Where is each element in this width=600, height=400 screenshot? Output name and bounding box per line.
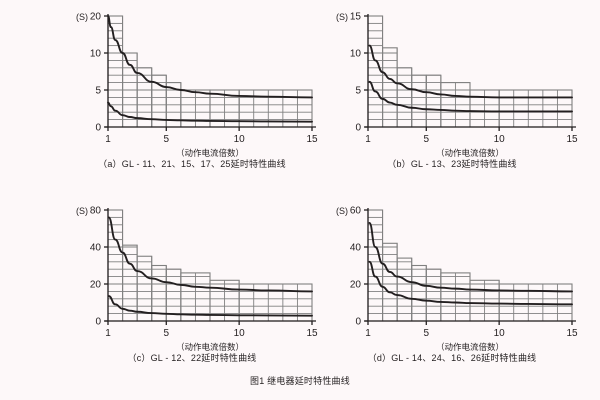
x-axis-title: （动作电流倍数） (436, 342, 504, 351)
x-tick-label: 1 (105, 134, 111, 145)
x-tick-label: 15 (306, 328, 318, 339)
characteristic-curve (368, 80, 573, 113)
x-tick-label: 10 (234, 328, 246, 339)
x-tick-label: 15 (566, 134, 578, 145)
y-tick-label: 20 (350, 280, 362, 291)
y-axis-unit-label: (S) (76, 206, 88, 216)
vertical-gridlines (122, 16, 298, 127)
vertical-gridlines (122, 210, 298, 321)
characteristic-curve (107, 15, 313, 99)
panel-caption-c: （c）GL - 12、22延时特性曲线 (127, 353, 257, 363)
y-tick-label: 10 (350, 49, 362, 60)
x-axis-title: （动作电流倍数） (176, 342, 244, 351)
y-tick-label: 10 (90, 49, 102, 60)
x-tick-label: 1 (365, 328, 371, 339)
x-tick-label: 5 (424, 134, 430, 145)
step-band (498, 283, 573, 322)
curve-group (368, 222, 573, 306)
step-band (498, 89, 573, 128)
vertical-gridlines (382, 210, 558, 321)
characteristic-curve (368, 260, 573, 306)
step-band (367, 209, 384, 322)
characteristic-curve (107, 216, 313, 293)
y-tick-label: 5 (355, 86, 361, 97)
characteristic-curve (368, 44, 573, 99)
step-band (411, 264, 427, 322)
x-tick-label: 15 (566, 328, 578, 339)
step-band (396, 257, 413, 322)
y-tick-label: 5 (95, 86, 101, 97)
x-tick-label: 1 (105, 328, 111, 339)
y-axis-ticks: 0 5 10 15 (350, 12, 368, 134)
x-axis-ticks: 1 5 10 15 (105, 321, 318, 339)
characteristic-curve (368, 222, 573, 293)
y-tick-label: 60 (350, 206, 362, 217)
y-tick-label: 15 (350, 12, 362, 23)
x-tick-label: 1 (365, 134, 371, 145)
y-tick-label: 20 (90, 280, 102, 291)
x-tick-label: 10 (234, 134, 246, 145)
characteristic-curve (107, 101, 313, 123)
x-axis-ticks: 1 5 10 15 (365, 321, 578, 339)
x-tick-label: 15 (306, 134, 318, 145)
y-tick-label: 0 (355, 123, 361, 134)
x-axis-ticks: 1 5 10 15 (365, 127, 578, 145)
panel-caption-a: （a）GL - 11、21、15、17、25延时特性曲线 (98, 159, 286, 169)
y-axis-ticks: 0 20 40 60 (350, 206, 368, 328)
x-tick-label: 5 (424, 328, 430, 339)
chart-panel-d: 0 20 40 60 1 5 10 15 (S) （动作电流倍数） （d）GL - 14、24、1… (322, 196, 582, 376)
x-tick-label: 5 (164, 134, 170, 145)
y-tick-label: 0 (95, 123, 101, 134)
y-axis-unit-label: (S) (76, 12, 88, 22)
y-axis-ticks: 0 20 40 80 (90, 206, 108, 328)
chart-panel-c: 0 20 40 80 1 5 10 15 (S) （动作电流倍数） （c）GL - 12、22延时… (62, 196, 322, 376)
x-tick-label: 5 (164, 328, 170, 339)
figure-caption: 图1 继电器延时特性曲线 (250, 376, 350, 386)
curve-group (107, 216, 313, 317)
x-axis-title: （动作电流倍数） (176, 148, 244, 157)
y-tick-label: 40 (350, 243, 362, 254)
y-tick-label: 20 (90, 12, 102, 23)
y-tick-label: 80 (90, 206, 102, 217)
y-tick-label: 0 (355, 317, 361, 328)
y-tick-label: 40 (90, 243, 102, 254)
panel-caption-b: （b）GL - 13、23延时特性曲线 (387, 159, 517, 169)
y-tick-label: 0 (95, 317, 101, 328)
curve-group (368, 44, 573, 113)
step-band (382, 242, 398, 322)
characteristic-curve (107, 295, 313, 317)
x-axis-title: （动作电流倍数） (436, 148, 504, 157)
x-tick-label: 10 (494, 134, 506, 145)
curve-group (107, 15, 313, 123)
x-axis-ticks: 1 5 10 15 (105, 127, 318, 145)
chart-panel-b: 0 5 10 15 1 5 10 15 (S) （动作电流倍数） （b）GL - 13、23延时特… (322, 2, 582, 182)
y-axis-ticks: 0 5 10 20 (90, 12, 108, 134)
y-axis-unit-label: (S) (336, 12, 348, 22)
y-axis-unit-label: (S) (336, 206, 348, 216)
x-tick-label: 10 (494, 328, 506, 339)
step-band (382, 47, 398, 128)
chart-panel-a: 0 5 10 20 1 5 10 15 (S) （动作电流倍数） （a）GL - 11、21、15… (62, 2, 322, 182)
panel-caption-d: （d）GL - 14、24、16、26延时特性曲线 (367, 353, 537, 363)
